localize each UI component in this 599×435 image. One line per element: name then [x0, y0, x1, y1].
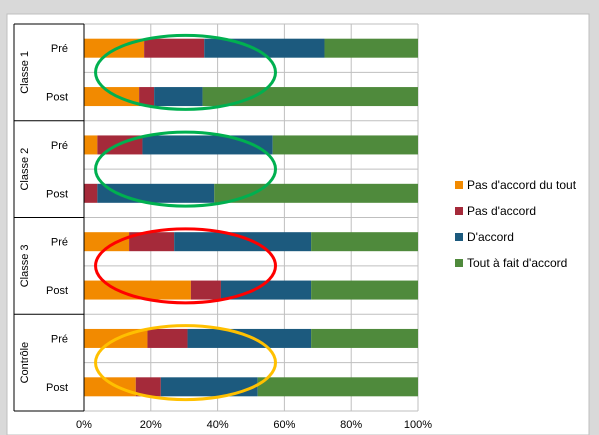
- highlight-ellipse: [94, 227, 278, 305]
- bar-segment: [324, 38, 418, 58]
- legend-label: Pas d'accord du tout: [467, 178, 577, 192]
- group-label: Classe 3: [19, 244, 31, 287]
- legend-label: D'accord: [467, 230, 514, 244]
- bar-segment: [190, 280, 221, 300]
- x-tick-label: 40%: [207, 419, 229, 431]
- bar-segment: [144, 38, 205, 58]
- bar-segment: [147, 328, 188, 348]
- row-label: Post: [46, 188, 68, 200]
- highlight-ellipse: [94, 324, 278, 402]
- x-tick-label: 80%: [340, 419, 362, 431]
- bar-segment: [202, 87, 418, 107]
- row-label: Pré: [51, 140, 68, 152]
- legend-swatch: [455, 259, 463, 267]
- legend-label: Pas d'accord: [467, 204, 536, 218]
- highlight-circles: [94, 33, 278, 402]
- row-label: Post: [46, 92, 68, 104]
- group-label: Classe 1: [19, 51, 31, 94]
- x-tick-label: 100%: [404, 419, 432, 431]
- row-label: Pré: [51, 237, 68, 249]
- bar-segment: [311, 232, 418, 252]
- bar-segment: [84, 377, 136, 397]
- bar-segment: [187, 328, 312, 348]
- group-label: Contrôle: [19, 342, 31, 384]
- highlight-ellipse: [94, 130, 278, 208]
- bar-segment: [160, 377, 258, 397]
- bar-segment: [84, 183, 98, 203]
- legend-swatch: [455, 207, 463, 215]
- legend-label: Tout à fait d'accord: [467, 256, 567, 270]
- bar-segment: [204, 38, 325, 58]
- bar-segment: [311, 280, 418, 300]
- bar-segment: [272, 135, 418, 155]
- bar-segment: [139, 87, 155, 107]
- legend-swatch: [455, 181, 463, 189]
- chart-area: [6, 13, 590, 435]
- row-label: Post: [46, 382, 68, 394]
- x-tick-label: 20%: [140, 419, 162, 431]
- x-axis-ticks: 0% 20% 40% 60% 80% 100%: [76, 419, 432, 431]
- y-axis-labels: Pré Post Classe 1 Pré Post Classe 2 Pré Post Cla…: [13, 23, 85, 412]
- legend: Pas d'accord du tout Pas d'accord D'accord…: [455, 178, 577, 270]
- bar-segment: [311, 328, 418, 348]
- highlight-ellipse: [94, 33, 278, 111]
- row-label: Pré: [51, 333, 68, 345]
- bar-segment: [135, 377, 161, 397]
- row-label: Pré: [51, 43, 68, 55]
- bar-segment: [154, 87, 203, 107]
- legend-swatch: [455, 233, 463, 241]
- group-label: Classe 2: [19, 148, 31, 191]
- bar-segment: [129, 232, 175, 252]
- x-tick-label: 60%: [273, 419, 295, 431]
- bar-segment: [84, 135, 98, 155]
- x-tick-label: 0%: [76, 419, 92, 431]
- bar-segment: [84, 232, 130, 252]
- bar-segment: [174, 232, 312, 252]
- bar-segment: [257, 377, 418, 397]
- row-label: Post: [46, 285, 68, 297]
- bar-segment: [214, 183, 418, 203]
